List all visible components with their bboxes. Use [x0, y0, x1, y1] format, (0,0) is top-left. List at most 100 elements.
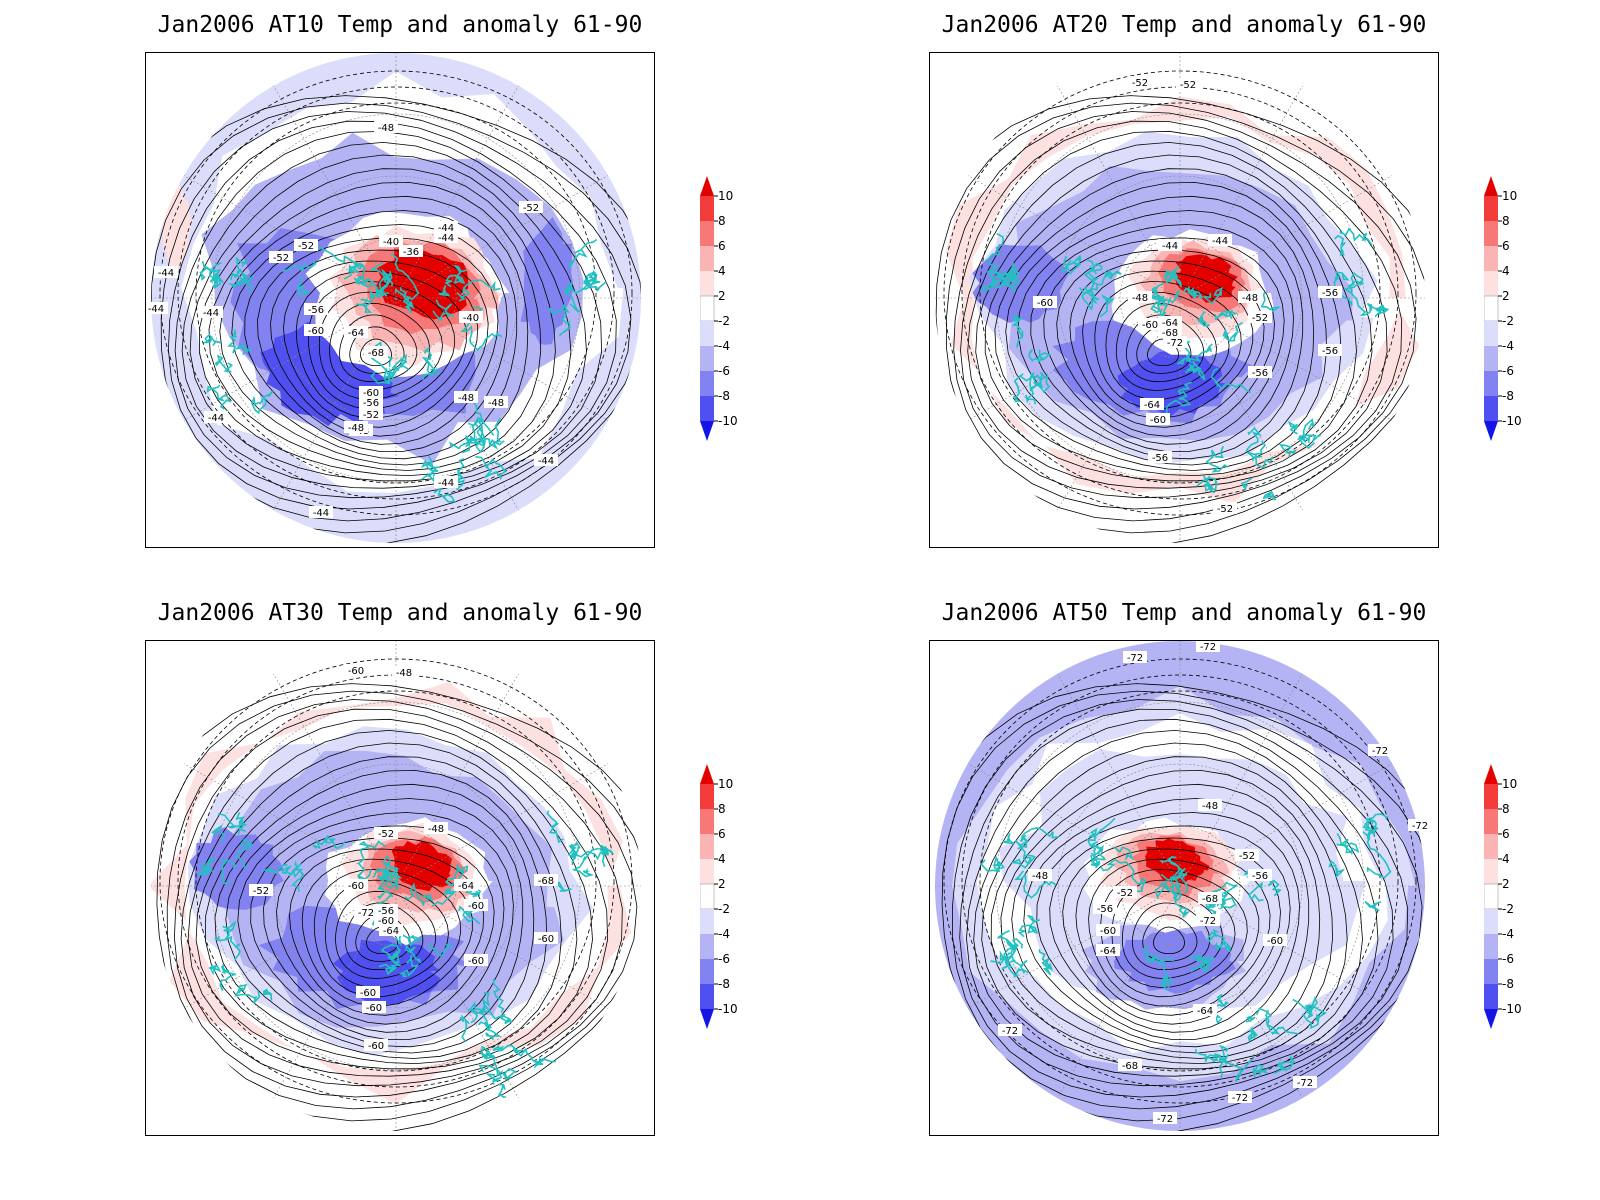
svg-text:-60: -60: [1037, 298, 1053, 309]
colorbar-swatch: [1483, 295, 1499, 322]
contour-label: -72: [1163, 336, 1187, 349]
temperature-contour: [1094, 280, 1242, 410]
colorbar-swatch: [1484, 934, 1498, 959]
contour-label: -72: [1408, 819, 1432, 832]
coastline: [1100, 858, 1146, 885]
coastline: [985, 232, 1005, 278]
coastline: [1339, 227, 1373, 246]
temperature-contour: [289, 848, 485, 1016]
contour-label: -52: [1213, 502, 1237, 515]
colorbar-swatch: [700, 834, 714, 859]
colorbar-tick-label: 4: [1502, 852, 1510, 866]
coastline: [420, 455, 440, 473]
temperature-contour: [1056, 249, 1275, 437]
contour-label: -52: [249, 884, 273, 897]
contour-label: -48: [1198, 799, 1222, 812]
contour-label: -72: [1196, 914, 1220, 927]
meridian: [967, 175, 1181, 299]
coastline: [1165, 265, 1183, 287]
coastline: [1007, 955, 1030, 978]
colorbar-swatch: [1484, 271, 1498, 296]
coastline: [197, 858, 217, 876]
contour-label: -48: [424, 822, 448, 835]
panel-at20: Jan2006 AT20 Temp and anomaly 61-90 -52 -…: [784, 0, 1564, 590]
contour-label: -48: [392, 666, 416, 679]
meridian: [273, 673, 397, 887]
coastline: [464, 883, 482, 898]
temperature-contour: [167, 120, 617, 510]
contour-label: -60: [304, 324, 328, 337]
coastline: [431, 888, 458, 908]
temperature-contour-dashed: [159, 658, 633, 1104]
temperature-contour-dashed: [195, 690, 597, 1072]
coastline: [370, 262, 391, 297]
coastline: [492, 978, 505, 1013]
colorbar-arrow-bottom: [1484, 1009, 1498, 1029]
svg-text:-60: -60: [1100, 926, 1116, 937]
svg-text:-72: -72: [358, 908, 374, 919]
contour-label: -52: [1235, 849, 1259, 862]
colorbar-swatch: [700, 909, 714, 934]
temperature-contour: [151, 95, 641, 543]
coastline: [295, 277, 309, 296]
colorbar-swatch: [1484, 959, 1498, 984]
temperature-contour: [1049, 825, 1291, 1033]
coastline: [217, 812, 241, 835]
contour-label: -68: [1198, 892, 1222, 905]
colorbar-tick-label: -2: [1502, 902, 1514, 916]
map-disk: [151, 641, 641, 1131]
colorbar-swatch: [700, 784, 714, 809]
svg-text:-48: -48: [1242, 293, 1258, 304]
coastline: [1260, 291, 1282, 320]
colorbar-arrow-top: [1484, 176, 1498, 196]
coastline: [478, 1064, 503, 1085]
temperature-contour: [214, 769, 548, 1059]
svg-text:-44: -44: [438, 223, 454, 234]
coastline: [235, 811, 247, 832]
contour-label: -52: [269, 251, 293, 264]
colorbar-tick-label: 2: [1502, 289, 1510, 303]
colorbar-swatch: [1484, 984, 1498, 1009]
coastline: [459, 1014, 470, 1043]
coastline: [1029, 371, 1051, 394]
coastline: [1364, 900, 1382, 912]
coastline: [477, 1021, 502, 1041]
panel-at10: Jan2006 AT10 Temp and anomaly 61-90 -48-…: [0, 0, 780, 590]
coastline: [1086, 817, 1116, 854]
contour-label: -60: [464, 899, 488, 912]
contour-label: -60: [464, 954, 488, 967]
contour-label: -48: [374, 121, 398, 134]
coastline: [355, 298, 372, 314]
coastline: [219, 859, 237, 885]
coastline: [1196, 310, 1211, 328]
svg-text:-64: -64: [1197, 1006, 1213, 1017]
colorbar-swatch: [700, 809, 714, 834]
colorbar-tick-label: 8: [718, 802, 726, 816]
coastline: [432, 299, 454, 322]
colorbar-tick-label: -4: [1502, 339, 1514, 353]
contour-label: -72: [1293, 1076, 1317, 1089]
colorbar-tick-label: 2: [1502, 877, 1510, 891]
temperature-contour: [1023, 798, 1310, 1048]
contour-label: -52: [1113, 886, 1137, 899]
meridian: [1179, 763, 1393, 887]
coastline: [419, 893, 434, 903]
contour-label: -48: [484, 396, 508, 409]
coastline: [492, 1044, 527, 1057]
temperature-contour: [967, 141, 1373, 489]
colorbar-tick-label: -8: [1502, 977, 1514, 991]
coastline: [262, 988, 273, 1001]
meridian: [395, 297, 609, 421]
svg-text:-72: -72: [1200, 642, 1216, 653]
colorbar-tick-label: -2: [718, 314, 730, 328]
contour-label: -60: [362, 1001, 386, 1014]
temperature-contour-dashed: [943, 658, 1417, 1104]
contour-label: -48: [1128, 291, 1152, 304]
temperature-contour: [1011, 783, 1321, 1054]
contour-label: -44: [534, 454, 558, 467]
coastline: [1343, 279, 1372, 316]
meridian: [1179, 175, 1393, 299]
svg-text:-44: -44: [313, 508, 329, 519]
svg-text:-60: -60: [366, 1003, 382, 1014]
temperature-contour: [935, 95, 1425, 543]
